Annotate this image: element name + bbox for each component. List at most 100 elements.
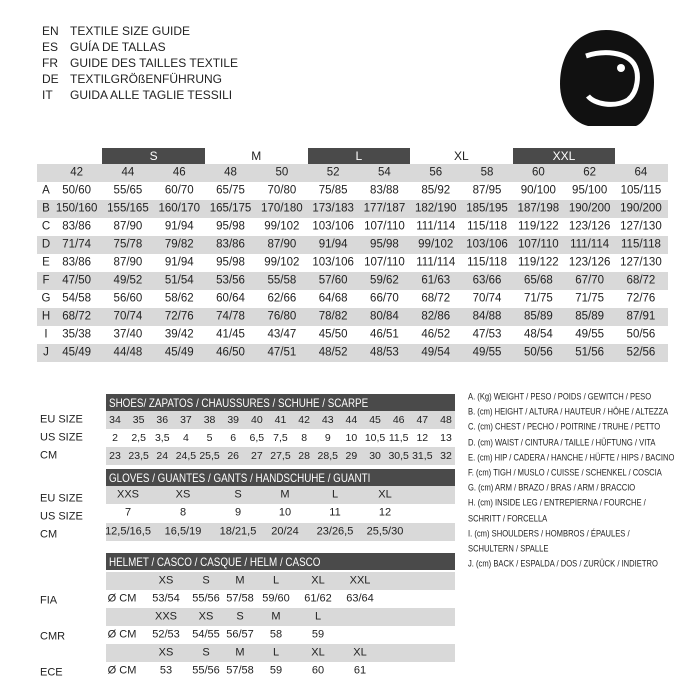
row-key: C bbox=[41, 220, 51, 233]
helmet-size: M bbox=[235, 646, 245, 659]
helmet-size: S bbox=[202, 646, 210, 659]
measure-cell: 87/95 bbox=[472, 184, 502, 197]
size-number: 60 bbox=[531, 166, 545, 179]
measure-cell: 79/82 bbox=[164, 238, 194, 251]
glove-cell: 20/24 bbox=[271, 525, 299, 538]
section-title: SHOES/ ZAPATOS / CHAUSSURES / SCHUHE / S… bbox=[109, 395, 369, 410]
helmet-size: XS bbox=[158, 646, 174, 659]
shoe-cell: 23 bbox=[109, 449, 121, 462]
shoe-cell: 24 bbox=[156, 449, 169, 462]
legend-line: I. (cm) SHOULDERS / HOMBROS / ÉPAULES / bbox=[468, 528, 630, 540]
shoe-cell: 42 bbox=[298, 413, 310, 426]
helmet-cm: 56/57 bbox=[226, 628, 254, 641]
size-number: 46 bbox=[172, 166, 186, 179]
shoe-cell: 7,5 bbox=[273, 431, 288, 444]
row-band bbox=[37, 272, 668, 290]
language-code: FR bbox=[42, 56, 58, 70]
measure-cell: 95/98 bbox=[216, 220, 245, 233]
measure-cell: 58/62 bbox=[164, 292, 194, 305]
shoe-cell: 40 bbox=[250, 413, 263, 426]
measure-cell: 103/106 bbox=[312, 256, 354, 269]
section-bar bbox=[106, 553, 455, 570]
measure-cell: 62/66 bbox=[267, 292, 297, 305]
size-number: 50 bbox=[275, 166, 289, 179]
helmet-cm: 54/55 bbox=[192, 628, 220, 641]
measure-cell: 115/118 bbox=[621, 238, 661, 251]
measure-cell: 190/200 bbox=[568, 202, 611, 215]
measure-cell: 51/54 bbox=[164, 274, 194, 287]
row-band bbox=[106, 523, 455, 541]
shoe-cell: 12 bbox=[416, 431, 429, 444]
helmet-cm: 55/56 bbox=[192, 664, 220, 677]
standard-label: CMR bbox=[40, 630, 66, 643]
measure-cell: 47/53 bbox=[472, 328, 502, 341]
size-number: 48 bbox=[224, 166, 237, 179]
shoe-cell: 25,5 bbox=[199, 449, 220, 462]
helmet-cm: 53/54 bbox=[152, 592, 180, 605]
measure-cell: 115/118 bbox=[467, 220, 507, 233]
row-band bbox=[106, 486, 455, 504]
language-title: GUÍA DE TALLAS bbox=[70, 40, 166, 54]
measure-cell: 111/114 bbox=[416, 256, 456, 269]
language-code: IT bbox=[42, 88, 53, 102]
shoe-cell: 27 bbox=[250, 449, 263, 462]
measure-cell: 190/200 bbox=[620, 202, 662, 215]
measure-cell: 71/75 bbox=[575, 292, 605, 305]
unit-label: Ø CM bbox=[107, 628, 137, 641]
measure-cell: 87/90 bbox=[113, 256, 143, 269]
shoe-cell: 3,5 bbox=[154, 431, 170, 444]
helmet-cm: 52/53 bbox=[152, 628, 180, 641]
measure-cell: 56/60 bbox=[113, 292, 143, 305]
section-bar bbox=[106, 394, 455, 411]
shoe-cell: 2 bbox=[112, 431, 118, 444]
measure-cell: 119/122 bbox=[517, 256, 559, 269]
row-band bbox=[106, 572, 455, 590]
glove-cell: M bbox=[280, 488, 290, 501]
helmet-cm: 55/56 bbox=[192, 592, 220, 605]
row-band bbox=[106, 447, 455, 465]
measure-cell: 51/56 bbox=[575, 346, 605, 359]
measure-cell: 85/92 bbox=[421, 184, 451, 197]
measure-cell: 55/65 bbox=[113, 184, 143, 197]
measure-cell: 35/38 bbox=[62, 328, 92, 341]
shoe-cell: 48 bbox=[440, 413, 452, 426]
helmet-size: XS bbox=[198, 610, 214, 623]
row-label: US SIZE bbox=[40, 431, 83, 444]
helmet-cm: 61/62 bbox=[304, 592, 332, 605]
legend-line: G. (cm) ARM / BRAZO / BRAS / ARM / BRACC… bbox=[468, 482, 636, 494]
measure-cell: 70/74 bbox=[113, 310, 143, 323]
measure-cell: 59/62 bbox=[370, 274, 399, 287]
measure-cell: 170/180 bbox=[261, 202, 303, 215]
helmet-size: L bbox=[272, 574, 280, 587]
shoe-cell: 41 bbox=[274, 413, 287, 426]
shoe-cell: 39 bbox=[227, 413, 240, 426]
measure-cell: 95/98 bbox=[216, 256, 245, 269]
measure-cell: 99/102 bbox=[264, 220, 300, 233]
measure-cell: 49/55 bbox=[472, 346, 502, 359]
row-key: B bbox=[42, 202, 50, 215]
measure-cell: 115/118 bbox=[467, 256, 507, 269]
measure-cell: 123/126 bbox=[568, 256, 611, 269]
measure-cell: 84/88 bbox=[472, 310, 502, 323]
helmet-cm: 63/64 bbox=[346, 592, 374, 605]
shoe-cell: 4 bbox=[182, 431, 189, 444]
measure-cell: 52/56 bbox=[626, 346, 656, 359]
shoe-cell: 23,5 bbox=[128, 449, 149, 462]
measure-cell: 46/52 bbox=[421, 328, 451, 341]
row-label: EU SIZE bbox=[40, 492, 83, 505]
shoe-cell: 46 bbox=[392, 413, 405, 426]
helmet-size: L bbox=[314, 610, 322, 623]
measure-cell: 43/47 bbox=[267, 328, 297, 341]
measure-cell: 66/70 bbox=[370, 292, 399, 305]
measure-cell: 165/175 bbox=[209, 202, 252, 215]
section-title: GLOVES / GUANTES / GANTS / HANDSCHUHE / … bbox=[109, 470, 371, 485]
measure-cell: 44/48 bbox=[113, 346, 143, 359]
measure-cell: 47/50 bbox=[62, 274, 92, 287]
helmet-shell bbox=[560, 30, 654, 126]
unit-label: Ø CM bbox=[107, 664, 137, 677]
glove-cell: 25,5/30 bbox=[366, 525, 404, 538]
shoe-cell: 10,5 bbox=[364, 431, 386, 444]
measure-cell: 70/80 bbox=[267, 184, 297, 197]
legend-line: F. (cm) TIGH / MUSLO / CUISSE / SCHENKEL… bbox=[468, 467, 662, 479]
measure-cell: 49/55 bbox=[575, 328, 605, 341]
